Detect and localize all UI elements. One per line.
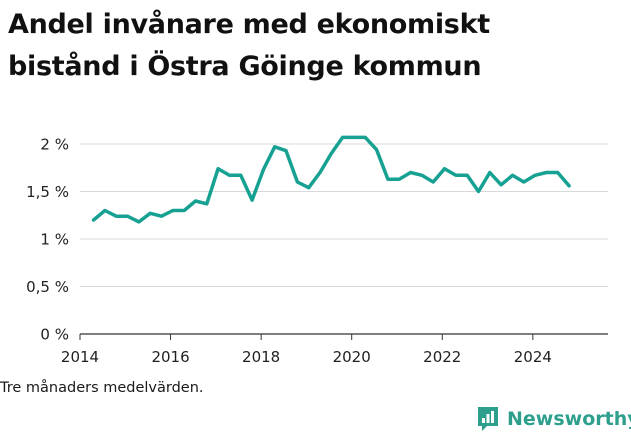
y-tick-label: 0 % [40,326,69,344]
y-tick-label: 1,5 % [26,183,69,201]
newsworthy-logo-icon [478,407,498,431]
chart-title: Andel invånare med ekonomiskt bistånd i … [8,9,490,82]
x-tick-label: 2022 [423,348,461,366]
x-tick-label: 2018 [242,348,280,366]
brand-name: Newsworthy [507,408,631,430]
x-tick-label: 2020 [333,348,371,366]
y-tick-label: 1 % [40,231,69,249]
series-layer [91,135,571,224]
series-line [91,135,571,224]
brand-logo[interactable]: Newsworthy [476,406,631,432]
gridlines [80,143,608,335]
x-axis: 2014 2016 2018 2020 2022 2024 [61,334,552,366]
y-axis: 0 % 0,5 % 1 % 1,5 % 2 % [26,136,69,344]
y-tick-label: 2 % [40,136,69,154]
footnote: Tre månaders medelvärden. [0,380,204,396]
x-tick-label: 2016 [151,348,189,366]
y-tick-label: 0,5 % [26,278,69,296]
x-tick-label: 2014 [61,348,99,366]
x-tick-label: 2024 [514,348,552,366]
